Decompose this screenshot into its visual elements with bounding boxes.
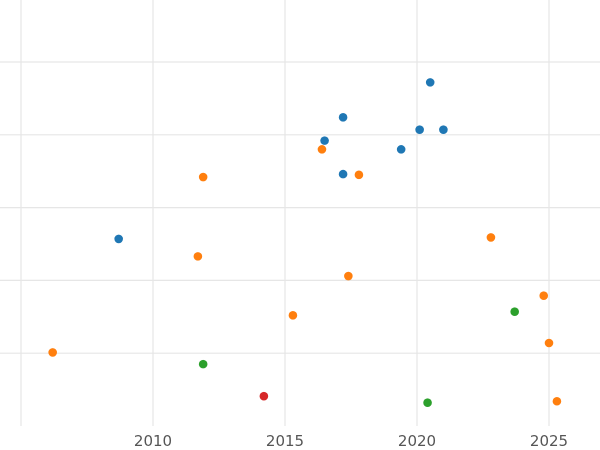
x-tick-label: 2025 [530, 432, 568, 450]
data-point-series-2 [544, 338, 554, 348]
data-point-series-1 [439, 125, 448, 135]
data-point-series-3 [198, 359, 208, 369]
data-point-series-2 [317, 145, 327, 154]
data-point-series-1 [338, 169, 348, 179]
data-point-series-2 [288, 311, 298, 320]
data-point-series-1 [425, 78, 435, 87]
data-point-series-3 [510, 307, 519, 317]
data-point-series-3 [423, 398, 432, 408]
data-point-series-2 [539, 291, 549, 300]
data-point-series-2 [354, 170, 364, 180]
data-point-series-4 [259, 391, 269, 401]
data-point-series-2 [486, 233, 496, 242]
data-point-series-2 [48, 348, 57, 357]
x-tick-labels: 2010 2015 2020 2025 [134, 432, 568, 450]
data-point-series-1 [114, 234, 123, 244]
data-point-series-2 [198, 172, 208, 182]
x-tick-label: 2015 [266, 432, 304, 450]
data-point-series-1 [415, 125, 424, 135]
data-point-series-1 [338, 113, 348, 122]
data-point-series-2 [193, 252, 203, 261]
data-points [48, 78, 562, 408]
x-tick-label: 2010 [134, 432, 172, 450]
x-tick-label: 2020 [398, 432, 436, 450]
data-point-series-2 [344, 271, 353, 281]
grid [0, 0, 600, 426]
data-point-series-1 [320, 136, 329, 145]
data-point-series-2 [552, 396, 562, 406]
data-point-series-1 [396, 145, 406, 154]
